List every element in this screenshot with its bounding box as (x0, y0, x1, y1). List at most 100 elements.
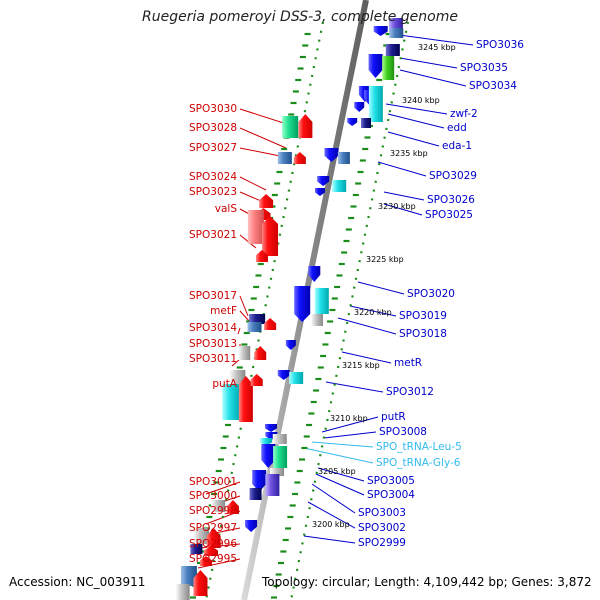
gene-label: edd (447, 122, 467, 134)
gene-glyph (277, 370, 290, 380)
gene-glyph (249, 314, 266, 324)
gene-glyph (262, 216, 279, 256)
gene-label: SPO3002 (358, 522, 406, 534)
gene-label: SPO3004 (367, 489, 415, 501)
scale-label: 3220 kbp (354, 308, 392, 317)
label-leader-line (323, 431, 377, 439)
gene-labels: SPO3030 SPO3028 SPO3027 SPO3024 SPO3023 valS S… (189, 39, 524, 565)
figure-title: Ruegeria pomeroyi DSS-3, complete genome (142, 9, 458, 25)
gene-glyph (289, 372, 304, 384)
gene-glyph (389, 28, 404, 38)
gene-label: metR (394, 357, 422, 369)
label-leader-line (387, 113, 445, 129)
gene-glyph (285, 340, 296, 350)
genome-summary: Topology: circular; Length: 4,109,442 bp… (262, 575, 592, 589)
gene-glyph (238, 346, 251, 360)
gene-glyph (252, 470, 267, 492)
label-leader-line (239, 176, 267, 191)
gene-label: SPO_tRNA-Gly-6 (376, 457, 461, 469)
gene-glyph (193, 528, 210, 544)
gene-features (175, 18, 404, 600)
scale-label: 3225 kbp (366, 255, 404, 264)
gene-label: SPO2998 (189, 505, 237, 517)
gene-glyph (247, 210, 264, 244)
gene-glyph (226, 500, 239, 514)
gene-glyph (298, 114, 313, 138)
label-leader-line (321, 416, 379, 433)
label-leader-line (357, 281, 405, 295)
gene-glyph (293, 152, 306, 164)
label-leader-line (337, 317, 397, 335)
gene-label: SPO3003 (358, 507, 406, 519)
gene-label: eda-1 (442, 140, 472, 152)
gene-glyph (273, 446, 288, 468)
gene-glyph (222, 384, 241, 420)
label-leader-line (237, 327, 241, 335)
gene-label: SPO3024 (189, 171, 237, 183)
gene-glyph (180, 566, 197, 586)
gene-label: SPO3018 (399, 328, 447, 340)
gene-glyph (337, 152, 350, 164)
gene-label: SPO3014 (189, 322, 237, 334)
label-leader-line (315, 473, 365, 496)
gene-label: SPO3027 (189, 142, 237, 154)
gene-glyph (238, 376, 253, 422)
gene-label: SPO3019 (399, 310, 447, 322)
label-leader-line (349, 305, 397, 317)
gene-label: SPO3025 (425, 209, 473, 221)
gene-glyph (193, 570, 208, 596)
label-leader-lines (197, 33, 474, 569)
label-leader-line (311, 483, 356, 514)
gene-label: SPO3001 (189, 476, 237, 488)
gene-glyph (368, 86, 383, 122)
label-leader-line (387, 131, 440, 147)
gene-glyph (385, 44, 400, 56)
gene-label: SPO3008 (379, 426, 427, 438)
label-leader-line (399, 57, 458, 69)
gene-glyph (308, 266, 321, 282)
gene-label: SPO3000 (189, 490, 237, 502)
gene-glyph (199, 556, 212, 566)
label-leader-line (311, 441, 374, 448)
gene-glyph (354, 102, 365, 112)
label-leader-line (325, 381, 384, 393)
label-leader-line (307, 501, 356, 529)
gene-glyph (294, 286, 311, 322)
gene-glyph (206, 528, 221, 548)
scale-label: 3235 kbp (390, 149, 428, 158)
gene-glyph (347, 118, 358, 126)
scale-label: 3200 kbp (312, 520, 350, 529)
label-leader-line (239, 127, 287, 149)
gene-glyph (332, 180, 347, 192)
gene-glyph (245, 520, 258, 532)
scale-label: 3240 kbp (402, 96, 440, 105)
gene-glyph (247, 322, 262, 332)
label-leader-line (303, 535, 356, 544)
gene-glyph (254, 346, 267, 360)
gene-label: SPO3005 (367, 475, 415, 487)
gene-glyph (282, 116, 299, 138)
scale-label: 3230 kbp (378, 202, 416, 211)
scale-label: 3245 kbp (418, 43, 456, 52)
gene-glyph (368, 54, 383, 78)
gene-glyph (324, 148, 339, 162)
gene-glyph (211, 500, 226, 512)
accession-label: Accession: NC_003911 (9, 575, 146, 589)
label-leader-line (317, 467, 365, 482)
gene-label: SPO3034 (469, 80, 517, 92)
gene-glyph (259, 194, 274, 208)
scale-labels: 3245 kbp 3240 kbp 3235 kbp 3230 kbp 3225 kbp… (312, 43, 456, 529)
label-leader-line (377, 161, 427, 177)
gene-glyph (190, 544, 203, 554)
gene-glyph (317, 176, 330, 186)
gene-label: SPO3012 (386, 386, 434, 398)
gene-label: SPO3026 (427, 194, 475, 206)
label-leader-line (385, 103, 448, 115)
gene-glyph (249, 488, 262, 500)
label-leader-line (383, 191, 425, 201)
gene-label: SPO3023 (189, 186, 237, 198)
label-leader-line (231, 358, 241, 367)
gene-glyph (373, 26, 388, 36)
